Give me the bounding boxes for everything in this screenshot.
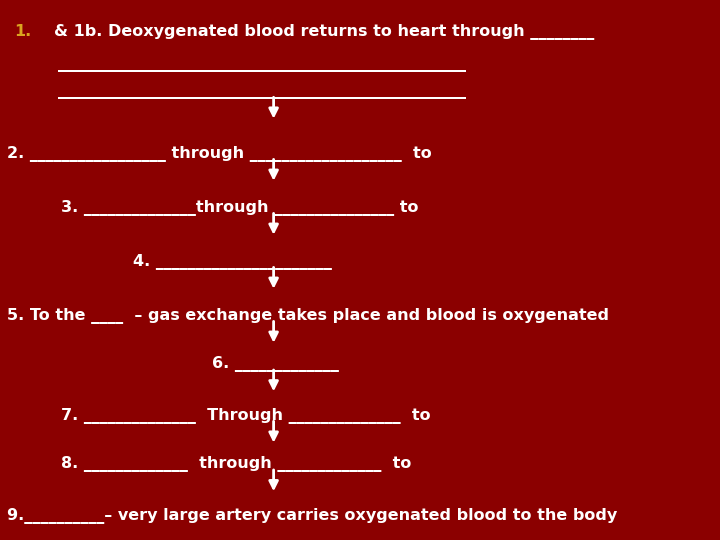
Text: 8. _____________  through _____________  to: 8. _____________ through _____________ t… bbox=[61, 456, 412, 472]
Text: 4. ______________________: 4. ______________________ bbox=[133, 254, 332, 270]
Text: 3. ______________through _______________ to: 3. ______________through _______________… bbox=[61, 200, 419, 216]
Text: & 1b. Deoxygenated blood returns to heart through ________: & 1b. Deoxygenated blood returns to hear… bbox=[54, 24, 594, 40]
Text: 7. ______________  Through ______________  to: 7. ______________ Through ______________… bbox=[61, 408, 431, 424]
Text: ___________________________________________________: ________________________________________… bbox=[58, 57, 466, 72]
Text: ___________________________________________________: ________________________________________… bbox=[58, 84, 466, 99]
Text: 9.__________– very large artery carries oxygenated blood to the body: 9.__________– very large artery carries … bbox=[7, 508, 618, 524]
Text: 5. To the ____  – gas exchange takes place and blood is oxygenated: 5. To the ____ – gas exchange takes plac… bbox=[7, 308, 609, 324]
Text: 1.: 1. bbox=[14, 24, 32, 39]
Text: 6. _____________: 6. _____________ bbox=[212, 356, 339, 373]
Text: 2. _________________ through ___________________  to: 2. _________________ through ___________… bbox=[7, 146, 432, 162]
